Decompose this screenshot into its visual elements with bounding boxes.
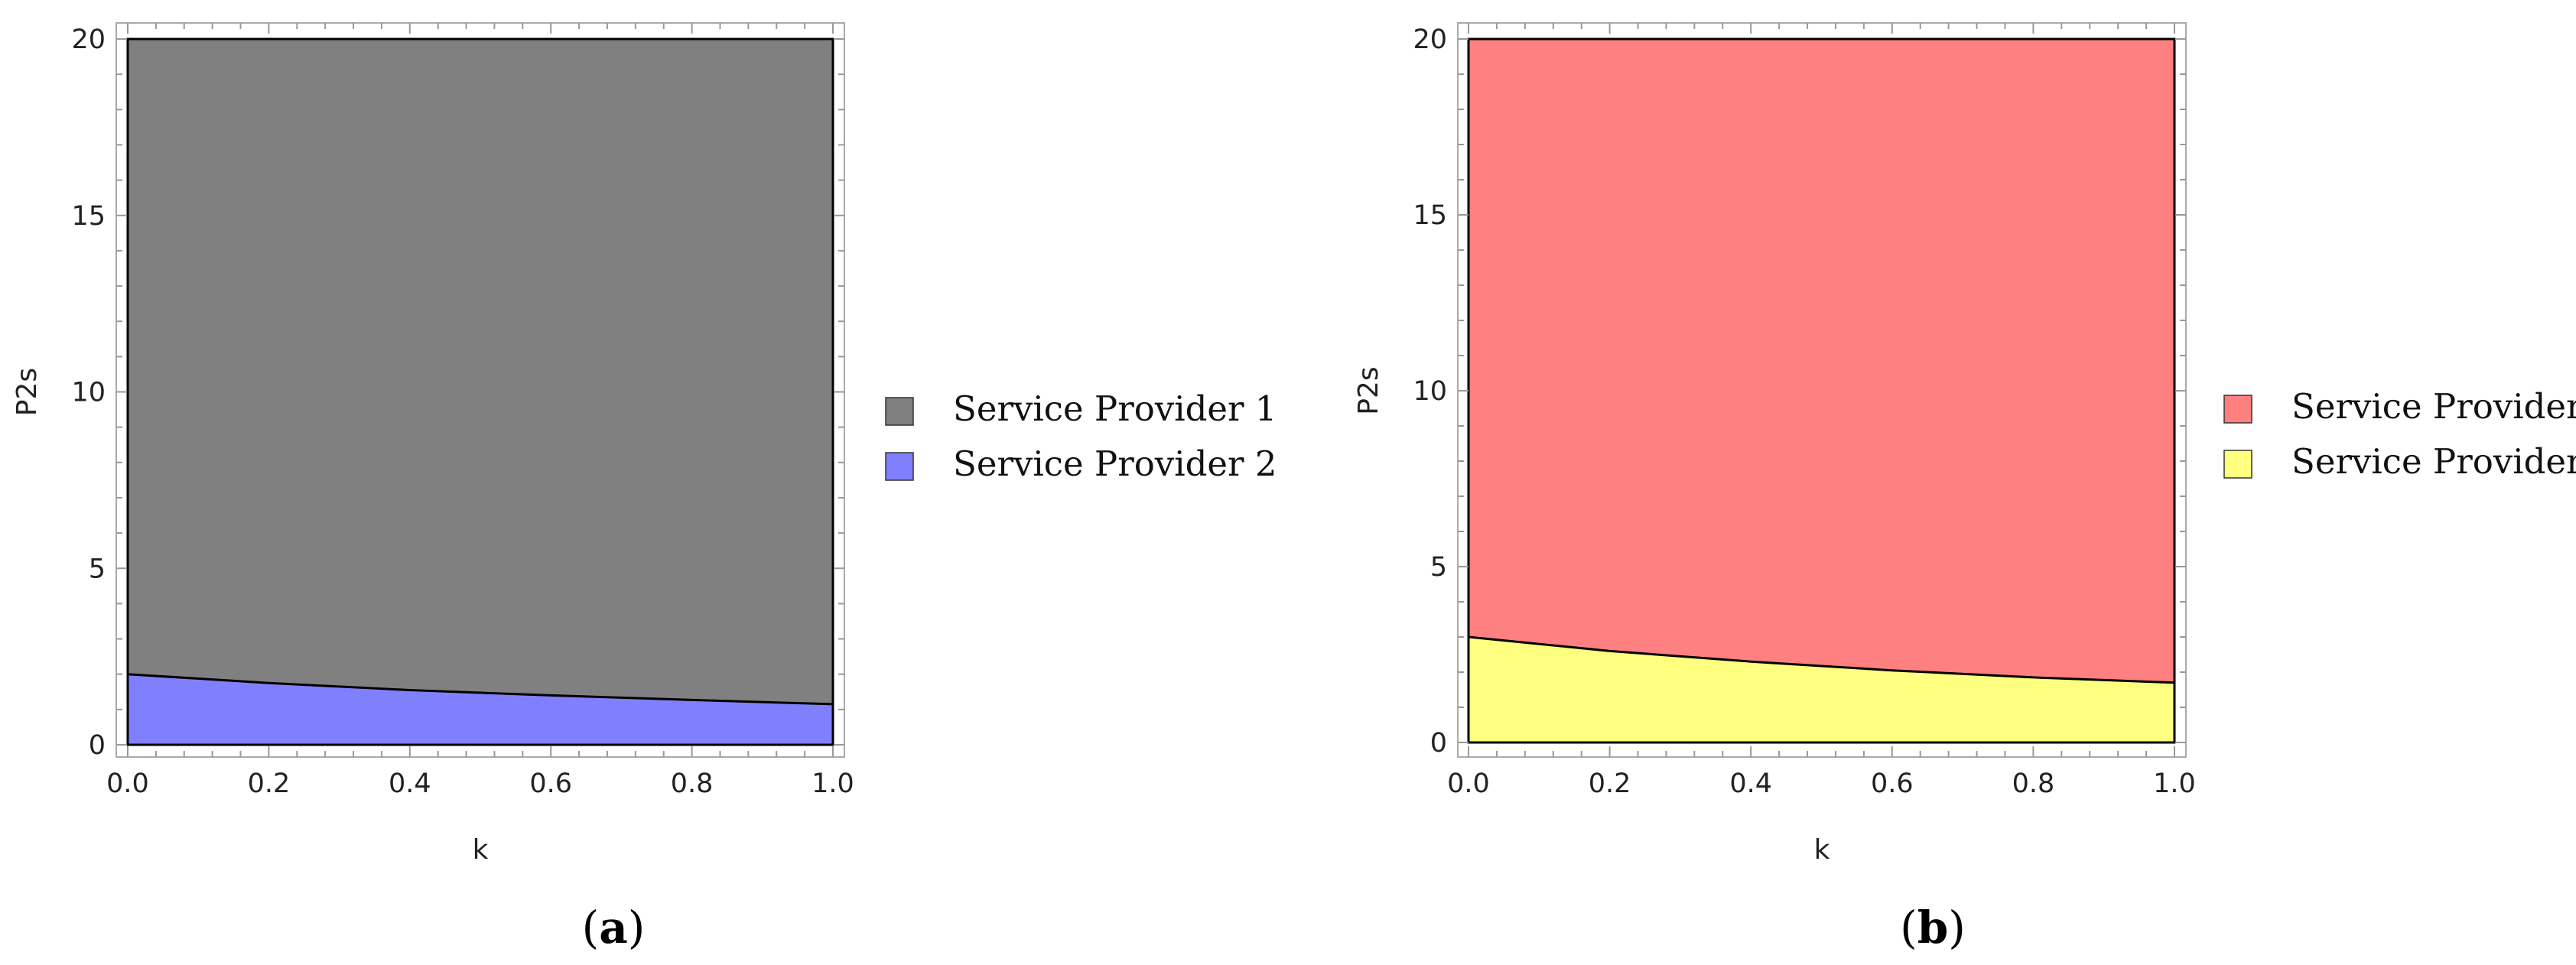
- y-tick-label: 20: [1413, 24, 1447, 55]
- x-tick-label: 0.8: [671, 768, 714, 799]
- x-tick-label: 1.0: [812, 768, 854, 799]
- x-axis-label: k: [1814, 834, 1830, 866]
- legend-label: Service Provider 1: [953, 388, 1277, 429]
- legend-swatch: [885, 452, 914, 481]
- y-tick-label: 5: [1430, 552, 1447, 583]
- y-tick-label: 15: [71, 201, 106, 232]
- region-service-provider-2: [128, 674, 833, 745]
- x-tick-label: 0.4: [1729, 768, 1772, 799]
- region-service-provider-1: [1469, 39, 2174, 683]
- legend-swatch: [885, 397, 914, 426]
- x-axis-label: k: [473, 834, 489, 866]
- chart-panel-a: 0.0 0.2 0.4 0.6 0.8 1.0 0 5 10 15 20 k P2s Service Pr…: [11, 22, 1277, 954]
- legend-label: Service Provider 1: [2291, 386, 2576, 427]
- chart-panel-b: 0.0 0.2 0.4 0.6 0.8 1.0 0 5 10 15 20 k P2s Service Pr…: [1353, 22, 2576, 954]
- legend-label: Service Provider 2: [953, 444, 1277, 484]
- boundary-curve: [1468, 635, 2175, 684]
- x-tick-label: 0.4: [389, 768, 431, 799]
- region-service-provider-1: [128, 39, 833, 704]
- y-axis-label: P2s: [11, 368, 43, 416]
- y-tick-label: 0: [1430, 728, 1447, 759]
- panel-caption: (a): [582, 902, 646, 954]
- plot-frame: [115, 22, 845, 758]
- y-tick-label: 5: [89, 554, 106, 584]
- plot-border: [126, 37, 834, 746]
- y-tick-label: 20: [71, 24, 106, 55]
- legend-swatch: [2223, 395, 2252, 424]
- x-tick-label: 0.0: [1447, 768, 1490, 799]
- panel-caption: (b): [1900, 902, 1966, 954]
- y-axis-label: P2s: [1353, 366, 1384, 414]
- y-tick-label: 0: [89, 730, 106, 761]
- region-service-provider-2: [1469, 637, 2174, 742]
- boundary-curve: [127, 673, 834, 706]
- x-tick-label: 0.0: [106, 768, 149, 799]
- x-tick-label: 0.6: [1871, 768, 1914, 799]
- legend-swatch: [2223, 450, 2252, 479]
- y-tick-label: 10: [71, 378, 106, 408]
- x-tick-label: 0.2: [248, 768, 291, 799]
- x-tick-label: 0.2: [1589, 768, 1631, 799]
- x-tick-label: 0.6: [529, 768, 572, 799]
- x-tick-label: 1.0: [2153, 768, 2196, 799]
- y-tick-label: 15: [1413, 200, 1447, 231]
- legend-label: Service Provider 2: [2291, 441, 2576, 482]
- x-tick-label: 0.8: [2012, 768, 2055, 799]
- y-tick-label: 10: [1413, 376, 1447, 407]
